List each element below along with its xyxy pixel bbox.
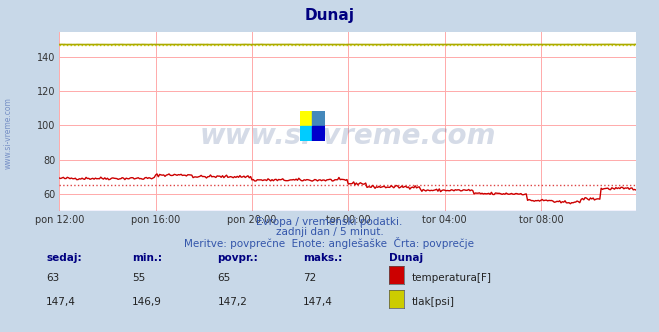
Bar xyxy=(312,126,325,141)
Text: sedaj:: sedaj: xyxy=(46,253,82,263)
Text: zadnji dan / 5 minut.: zadnji dan / 5 minut. xyxy=(275,227,384,237)
Bar xyxy=(300,126,312,141)
Text: 55: 55 xyxy=(132,273,145,283)
Bar xyxy=(300,111,312,126)
Text: 72: 72 xyxy=(303,273,316,283)
Text: maks.:: maks.: xyxy=(303,253,343,263)
Text: 63: 63 xyxy=(46,273,59,283)
Text: Dunaj: Dunaj xyxy=(304,8,355,23)
Text: Dunaj: Dunaj xyxy=(389,253,423,263)
Text: temperatura[F]: temperatura[F] xyxy=(412,273,492,283)
Text: povpr.:: povpr.: xyxy=(217,253,258,263)
Bar xyxy=(312,111,325,126)
Text: 147,4: 147,4 xyxy=(303,297,333,307)
Text: 146,9: 146,9 xyxy=(132,297,161,307)
Text: Evropa / vremenski podatki.: Evropa / vremenski podatki. xyxy=(256,217,403,227)
Text: tlak[psi]: tlak[psi] xyxy=(412,297,455,307)
Text: www.si-vreme.com: www.si-vreme.com xyxy=(200,122,496,149)
Text: www.si-vreme.com: www.si-vreme.com xyxy=(4,97,13,169)
Text: Meritve: povprečne  Enote: anglešaške  Črta: povprečje: Meritve: povprečne Enote: anglešaške Črt… xyxy=(185,237,474,249)
Text: 147,2: 147,2 xyxy=(217,297,247,307)
Text: 147,4: 147,4 xyxy=(46,297,76,307)
Text: 65: 65 xyxy=(217,273,231,283)
Text: min.:: min.: xyxy=(132,253,162,263)
